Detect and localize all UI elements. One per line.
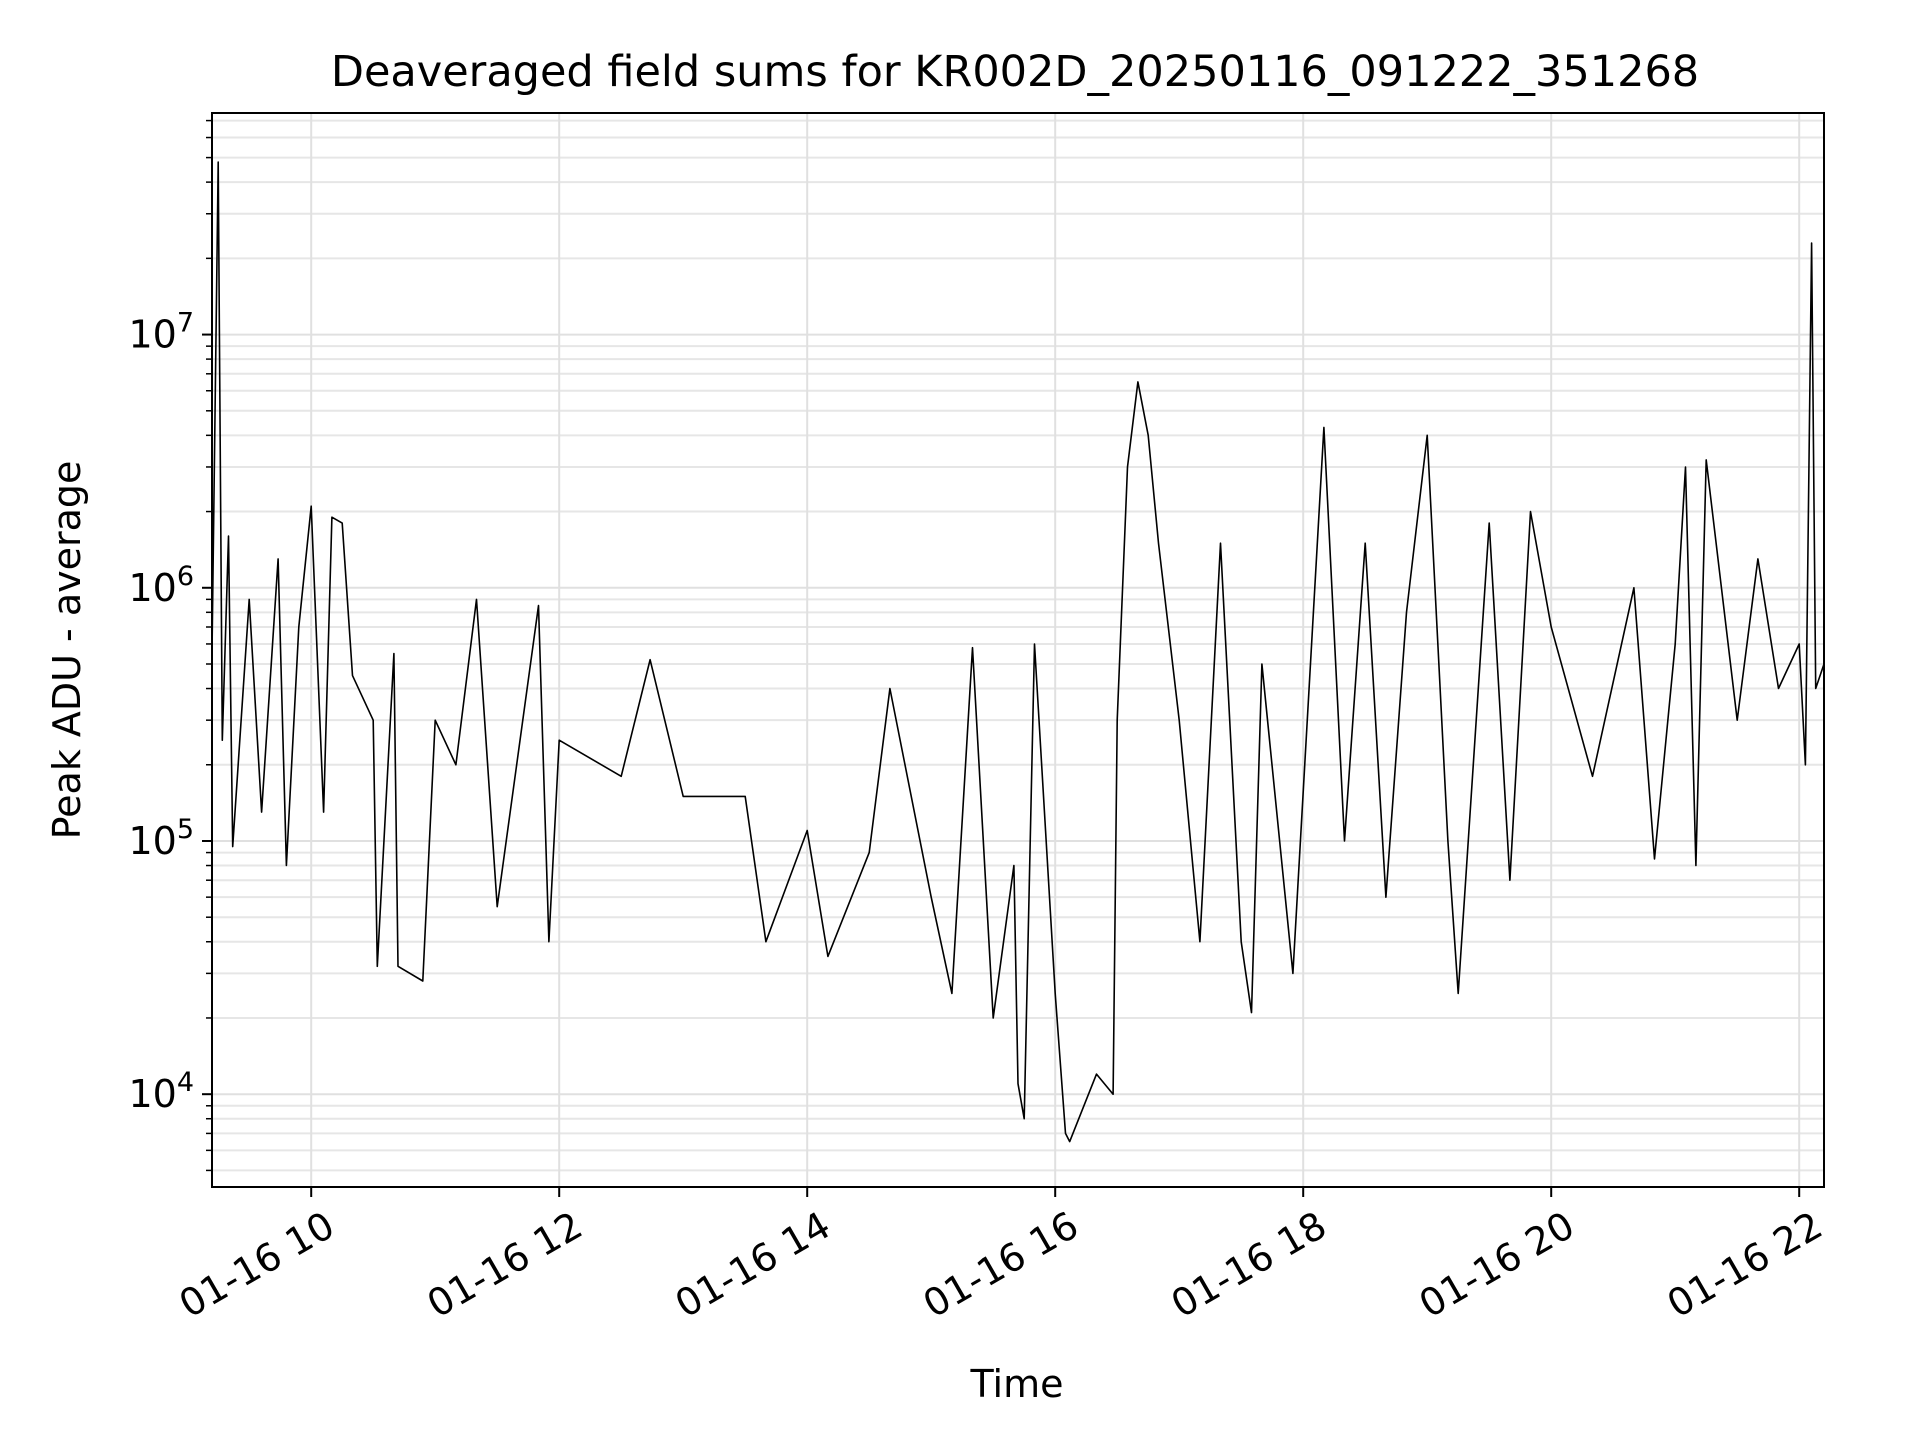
y-tick-base: 10 xyxy=(128,819,176,863)
major-gridlines xyxy=(212,113,1824,1187)
y-tick-exponent: 4 xyxy=(177,1067,194,1098)
y-tick-label: 106 xyxy=(128,561,194,610)
y-axis-label: Peak ADU - average xyxy=(45,461,89,840)
y-tick-label: 107 xyxy=(128,308,194,357)
series-line xyxy=(211,161,1825,1143)
y-tick-exponent: 7 xyxy=(177,308,194,339)
y-tick-base: 10 xyxy=(128,566,176,610)
y-tick-exponent: 6 xyxy=(177,561,194,592)
y-tick-exponent: 5 xyxy=(177,814,194,845)
plot-frame xyxy=(211,112,1825,1188)
series-layer xyxy=(211,161,1825,1143)
chart-title: Deaveraged field sums for KR002D_2025011… xyxy=(331,47,1699,97)
minor-gridlines xyxy=(212,119,1824,1172)
y-tick-base: 10 xyxy=(128,1072,176,1116)
x-axis-label: Time xyxy=(970,1362,1064,1406)
y-tick-label: 104 xyxy=(128,1067,194,1116)
y-tick-base: 10 xyxy=(128,313,176,357)
y-tick-label: 105 xyxy=(128,814,194,863)
